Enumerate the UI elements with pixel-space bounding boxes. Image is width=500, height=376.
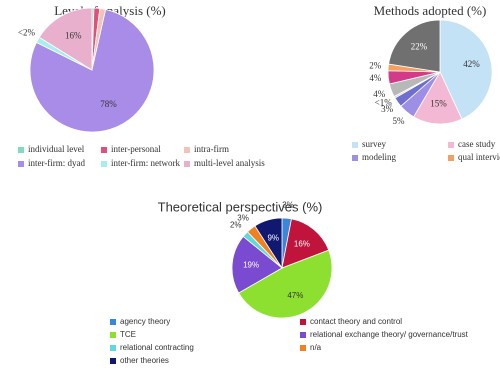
legend-swatch bbox=[448, 155, 454, 161]
legend-label: inter-firm: network bbox=[111, 158, 181, 168]
value-label: 47% bbox=[287, 291, 303, 300]
legend-label: relational exchange theory/ governance/t… bbox=[310, 330, 469, 339]
legend-swatch bbox=[352, 155, 358, 161]
legend-swatch bbox=[300, 332, 306, 338]
legend-swatch bbox=[184, 161, 190, 167]
legend-swatch bbox=[18, 147, 24, 153]
legend-label: individual level bbox=[28, 144, 85, 154]
legend-label: qual interviews bbox=[458, 152, 500, 162]
pie-slice bbox=[388, 19, 441, 73]
legend-label: inter-firm: dyad bbox=[28, 158, 86, 168]
legend-label: relational contracting bbox=[120, 343, 194, 352]
legend-swatch bbox=[184, 147, 190, 153]
value-label: 15% bbox=[430, 98, 447, 108]
pie-slice bbox=[413, 71, 463, 125]
legend-label: inter-personal bbox=[111, 144, 161, 154]
value-label: 2% bbox=[369, 60, 382, 70]
legend-label: other theories bbox=[120, 356, 169, 365]
value-label: 16% bbox=[294, 239, 310, 248]
value-label: 78% bbox=[100, 99, 117, 109]
value-label: 19% bbox=[243, 261, 259, 270]
legend-swatch bbox=[448, 142, 454, 148]
value-label: 4% bbox=[373, 89, 386, 99]
chart-title: Methods adopted (%) bbox=[374, 3, 487, 18]
pie-slice bbox=[29, 9, 155, 133]
legend-label: case study bbox=[458, 139, 496, 149]
value-label: <1% bbox=[375, 98, 393, 108]
legend-swatch bbox=[300, 345, 306, 351]
pie-slice bbox=[254, 217, 283, 270]
legend-label: modeling bbox=[362, 152, 396, 162]
legend-swatch bbox=[101, 161, 107, 167]
value-label: 3% bbox=[237, 214, 249, 223]
value-label: <2% bbox=[18, 28, 36, 38]
legend-swatch bbox=[110, 345, 116, 351]
legend-swatch bbox=[18, 161, 24, 167]
value-label: 16% bbox=[65, 30, 82, 40]
legend-swatch bbox=[300, 319, 306, 325]
legend-swatch bbox=[110, 319, 116, 325]
legend-label: survey bbox=[362, 139, 386, 149]
pie-slice bbox=[439, 19, 493, 120]
chart-title: Theoretical perspectives (%) bbox=[158, 199, 323, 214]
value-label: 22% bbox=[411, 42, 428, 52]
legend-label: contact theory and control bbox=[310, 317, 402, 326]
legend-swatch bbox=[101, 147, 107, 153]
value-label: 42% bbox=[463, 59, 480, 69]
value-label: 5% bbox=[392, 116, 405, 126]
legend-swatch bbox=[352, 142, 358, 148]
legend-label: TCE bbox=[120, 330, 136, 339]
value-label: 2% bbox=[230, 220, 242, 229]
legend-label: multi-level analysis bbox=[194, 158, 265, 168]
value-label: 3% bbox=[282, 200, 294, 209]
legend-swatch bbox=[110, 358, 116, 364]
legend-label: intra-firm bbox=[194, 144, 229, 154]
legend-label: agency theory bbox=[120, 317, 170, 326]
pie-slice bbox=[281, 218, 330, 269]
pie-slice bbox=[231, 235, 283, 294]
pie-slice bbox=[238, 249, 333, 319]
legend-label: n/a bbox=[310, 343, 322, 352]
value-label: 9% bbox=[267, 233, 279, 242]
legend-swatch bbox=[110, 332, 116, 338]
value-label: 4% bbox=[369, 73, 382, 83]
pie-slice bbox=[38, 7, 93, 71]
value-label: 3% bbox=[381, 104, 394, 114]
